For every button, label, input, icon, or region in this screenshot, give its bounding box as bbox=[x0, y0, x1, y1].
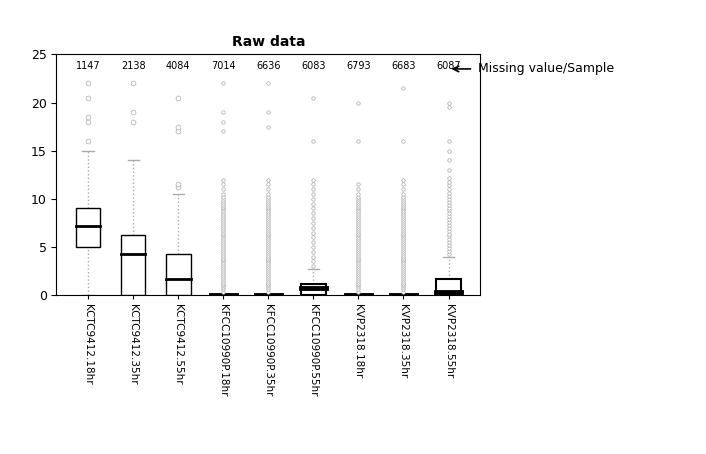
Text: 2138: 2138 bbox=[121, 61, 145, 71]
Text: Missing value/Sample: Missing value/Sample bbox=[478, 62, 614, 75]
Text: 7014: 7014 bbox=[211, 61, 236, 71]
Bar bbox=[121, 236, 145, 295]
Text: 4084: 4084 bbox=[166, 61, 191, 71]
Text: 6087: 6087 bbox=[436, 61, 461, 71]
Bar bbox=[436, 279, 461, 295]
Text: 6793: 6793 bbox=[346, 61, 371, 71]
Text: 6083: 6083 bbox=[301, 61, 325, 71]
Bar bbox=[166, 254, 191, 295]
Text: 6683: 6683 bbox=[391, 61, 416, 71]
Text: 6636: 6636 bbox=[256, 61, 280, 71]
Title: Raw data: Raw data bbox=[232, 35, 305, 49]
Bar bbox=[301, 284, 325, 295]
Bar bbox=[76, 208, 100, 247]
Text: 1147: 1147 bbox=[76, 61, 100, 71]
